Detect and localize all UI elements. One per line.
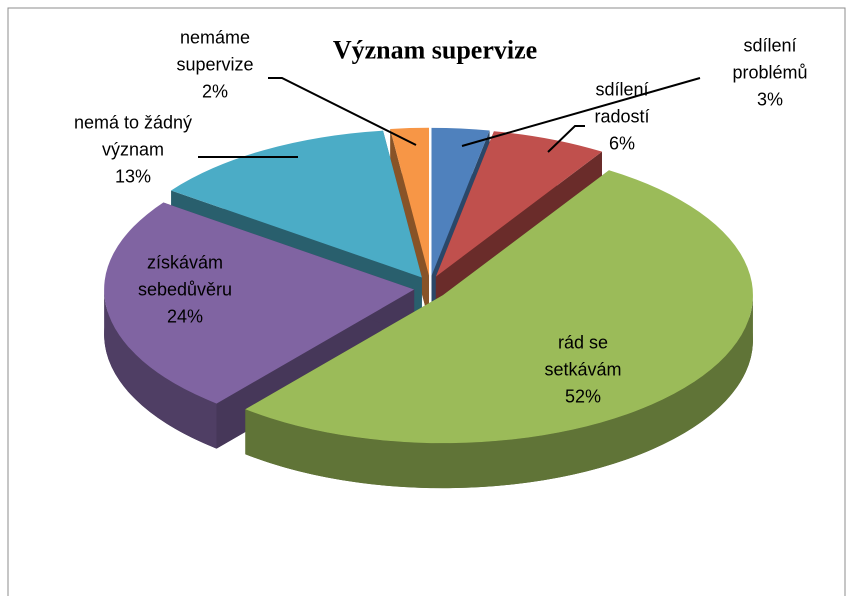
label-name: nemá to žádný význam bbox=[73, 112, 193, 160]
data-label: sdílení problémů 3% bbox=[720, 33, 820, 114]
data-label: získávám sebedůvěru 24% bbox=[130, 250, 240, 331]
leader-line bbox=[268, 77, 417, 146]
leader-line bbox=[547, 125, 585, 153]
label-name: získávám sebedůvěru bbox=[137, 252, 233, 300]
label-name: sdílení problémů bbox=[732, 35, 808, 83]
label-value: 24% bbox=[166, 306, 204, 327]
slice bbox=[171, 130, 422, 278]
label-value: 52% bbox=[564, 386, 602, 407]
pie bbox=[104, 127, 753, 489]
slice bbox=[435, 131, 602, 277]
label-value: 6% bbox=[608, 133, 635, 154]
slice bbox=[104, 202, 415, 404]
leader-line bbox=[461, 77, 701, 147]
label-name: sdílení radostí bbox=[594, 79, 650, 127]
data-label: rád se setkávám 52% bbox=[533, 330, 633, 411]
data-label: sdílení radostí 6% bbox=[582, 77, 662, 158]
slice bbox=[245, 170, 753, 444]
label-name: nemáme supervize bbox=[176, 27, 254, 75]
label-value: 2% bbox=[201, 81, 228, 102]
label-value: 3% bbox=[756, 89, 783, 110]
leader-lines bbox=[198, 77, 701, 158]
label-name: rád se setkávám bbox=[544, 332, 622, 380]
slice-side bbox=[104, 289, 217, 449]
slice bbox=[390, 127, 429, 276]
chart-title: Význam supervize bbox=[332, 35, 538, 65]
data-label: nemáme supervize 2% bbox=[165, 25, 265, 106]
chart-border bbox=[7, 7, 846, 596]
label-value: 13% bbox=[114, 166, 152, 187]
slice bbox=[431, 127, 490, 276]
data-label: nemá to žádný význam 13% bbox=[63, 110, 203, 191]
slice-side bbox=[245, 295, 753, 489]
